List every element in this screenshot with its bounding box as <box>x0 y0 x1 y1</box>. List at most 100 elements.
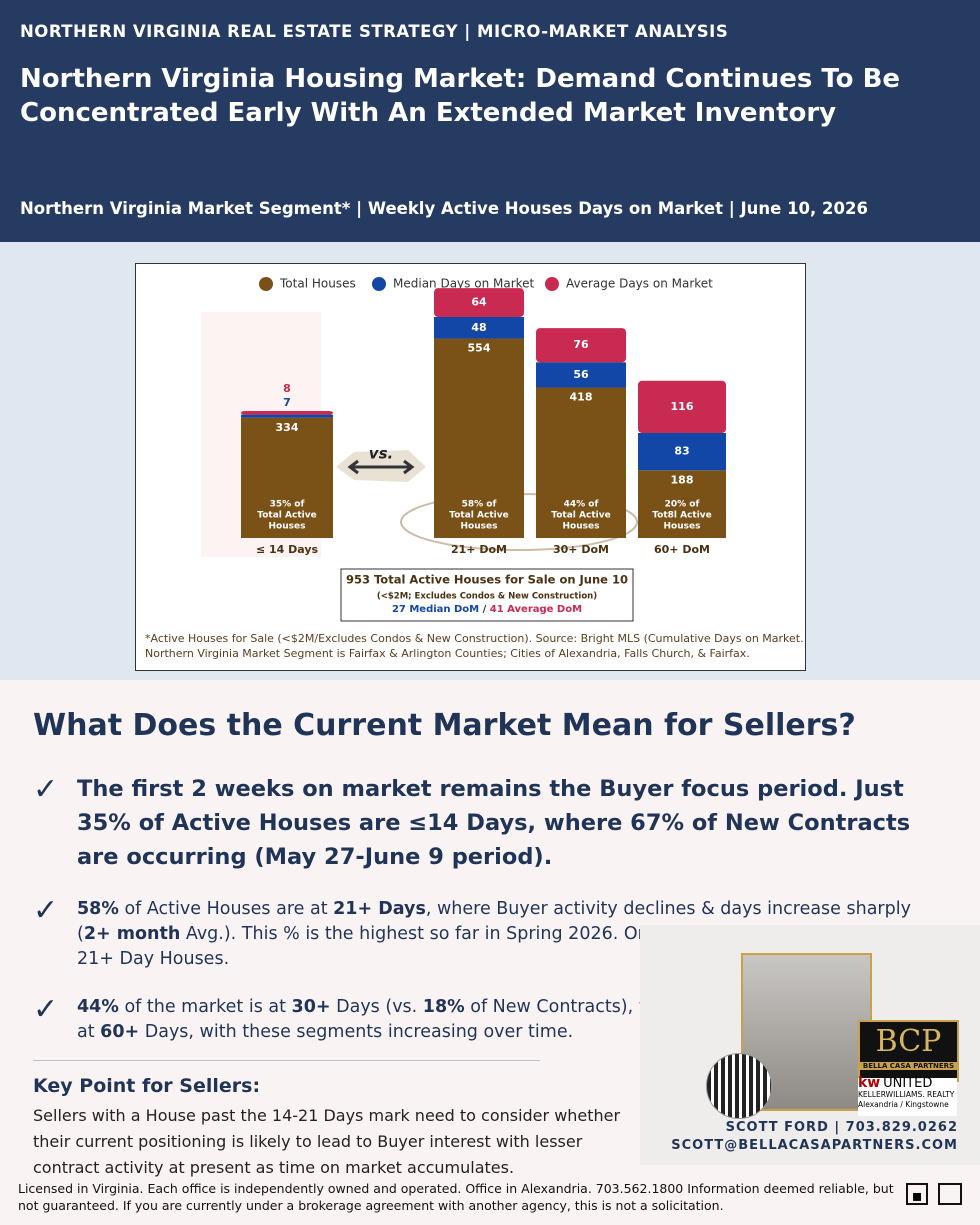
bullet-text: 44% <box>77 997 119 1017</box>
summary: 953 Total Active Houses for Sale on June… <box>346 573 628 587</box>
logo-sub: BELLA CASA PARTNERS <box>860 1062 957 1070</box>
bullet-text: Avg.). This % is the highest so far in S… <box>180 924 670 944</box>
value-label: 76 <box>573 338 589 351</box>
value-label: 554 <box>468 342 491 355</box>
value-label: 188 <box>671 473 694 486</box>
chart-frame: vs. 953 Total Active Houses for Sale on … <box>135 263 806 671</box>
value-label: 116 <box>671 400 694 413</box>
bullet-text: The first 2 weeks on market remains the … <box>77 776 911 870</box>
bar-note: 58% of <box>462 500 497 510</box>
bar-note: 44% of <box>564 500 599 510</box>
key-text: Sellers with a House past the 14-21 Days… <box>33 1106 621 1177</box>
footer: Licensed in Virginia. Each office is ind… <box>18 1181 894 1213</box>
kw-logo: kw UNITED KELLERWILLIAMS. REALTY Alexand… <box>858 1076 957 1116</box>
bullet-text: of Active Houses are at <box>118 899 334 919</box>
summary-average: 41 Average DoM <box>490 604 582 615</box>
summary: 27 Median DoM / 41 Average DoM <box>392 604 582 615</box>
annotation: vs. <box>369 445 393 463</box>
footnote: Northern Virginia Market Segment is Fair… <box>145 647 750 660</box>
footnote: *Active Houses for Sale (<$2M/Excludes C… <box>145 632 804 645</box>
summary-sep: / <box>479 604 490 615</box>
kw-office: Alexandria / Kingstowne <box>858 1100 949 1109</box>
bullet: The first 2 weeks on market remains the … <box>77 772 957 874</box>
bullet-text: 21+ Days <box>333 899 426 919</box>
bar-segment <box>536 328 626 363</box>
bullet-text: 58% <box>77 899 119 919</box>
x-tick-label: 30+ DoM <box>553 543 609 556</box>
legend-swatch <box>545 277 559 291</box>
logo-text: BCP <box>875 1024 942 1059</box>
bar-segment <box>434 316 524 339</box>
key-heading: Key Point for Sellers: <box>33 1075 261 1097</box>
bar-note: Houses <box>269 522 306 532</box>
bar-segment <box>241 417 333 538</box>
chart: vs. 953 Total Active Houses for Sale on … <box>145 277 804 661</box>
subtitle: Northern Virginia Market Segment* | Week… <box>20 199 868 218</box>
x-tick-label: 21+ DoM <box>451 543 507 556</box>
bullet-text: 2+ month <box>83 924 181 944</box>
bar-note: Houses <box>563 522 600 532</box>
legend-swatch <box>372 277 386 291</box>
bar-note: Tot8l Active <box>652 511 712 521</box>
check: ✓ <box>33 992 59 1027</box>
kicker: NORTHERN VIRGINIA REAL ESTATE STRATEGY |… <box>20 22 729 41</box>
check: ✓ <box>33 772 59 807</box>
bar-segment <box>638 470 726 538</box>
kw-line: KELLERWILLIAMS. REALTY <box>858 1090 955 1099</box>
bullet-text: , where Buyer activity declines & days i… <box>77 899 911 944</box>
value-label: 334 <box>276 421 299 434</box>
value-label: 56 <box>573 368 589 381</box>
bullet-text: 60+ <box>100 1022 140 1042</box>
logo: BCP BELLA CASA PARTNERS <box>858 1020 959 1082</box>
bullet-text: Days (vs. <box>330 997 423 1017</box>
value-label: 64 <box>471 296 487 309</box>
name-phone: SCOTT FORD | 703.829.0262 <box>725 1120 958 1135</box>
legend-label: Total Houses <box>279 277 356 291</box>
bullet: 44% of the market is at 30+ Days (vs. 18… <box>77 995 727 1045</box>
contact: SCOTT FORD | 703.829.0262 SCOTT@BELLACAS… <box>671 1119 958 1155</box>
header: NORTHERN VIRGINIA REAL ESTATE STRATEGY |… <box>0 0 980 242</box>
bar-note: Total Active <box>449 511 508 521</box>
qr-code <box>706 1053 772 1119</box>
bar-segment <box>638 380 726 433</box>
bar-note: Total Active <box>551 511 610 521</box>
realtor-icon: ▪ <box>906 1183 928 1205</box>
title-line: Concentrated Early With An Extended Mark… <box>20 98 837 128</box>
bar-note: Total Active <box>257 511 316 521</box>
arrow <box>347 459 415 475</box>
legend-swatch <box>259 277 273 291</box>
summary-median: 27 Median DoM <box>392 604 479 615</box>
legend-label: Median Days on Market <box>393 277 535 291</box>
bar-note: 20% of <box>665 500 700 510</box>
eho-icon <box>938 1183 962 1205</box>
bar-segment <box>241 414 333 418</box>
divider <box>33 1060 540 1061</box>
bullet-text: of the market is at <box>118 997 292 1017</box>
x-tick-label: 60+ DoM <box>654 543 710 556</box>
check: ✓ <box>33 893 59 928</box>
title-line: Northern Virginia Housing Market: Demand… <box>20 64 901 94</box>
value-label: 7 <box>283 396 291 409</box>
bullet-text: 30+ <box>291 997 331 1017</box>
email: SCOTT@BELLACASAPARTNERS.COM <box>671 1138 958 1153</box>
bar-segment <box>638 432 726 471</box>
bar-note: Houses <box>461 522 498 532</box>
bullet-text: Days, with these segments increasing ove… <box>139 1022 574 1042</box>
bar-segment <box>434 338 524 538</box>
value-label: 418 <box>570 391 593 404</box>
bar-segment <box>434 288 524 317</box>
value-label: 48 <box>471 321 486 334</box>
x-tick-label: ≤ 14 Days <box>256 543 319 556</box>
value-label: 8 <box>283 382 291 395</box>
value-label: 83 <box>674 445 689 458</box>
bar-note: 35% of <box>270 500 305 510</box>
bar-note: Houses <box>664 522 701 532</box>
section-heading: What Does the Current Market Mean for Se… <box>33 708 856 743</box>
kw-name: UNITED <box>883 1076 933 1091</box>
summary-box <box>340 568 634 622</box>
bar-segment <box>536 362 626 388</box>
bar-segment <box>536 387 626 538</box>
legend-label: Average Days on Market <box>566 277 713 291</box>
summary: (<$2M; Excludes Condos & New Constructio… <box>377 592 597 602</box>
